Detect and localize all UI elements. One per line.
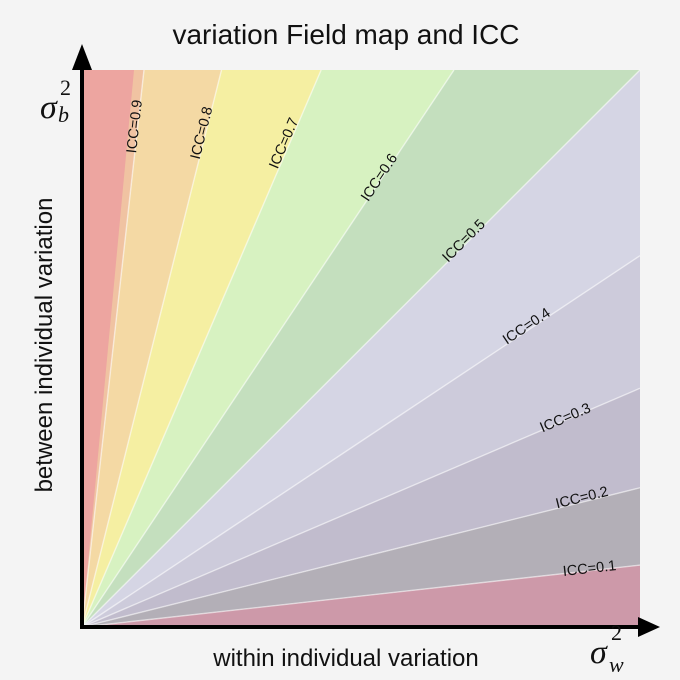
y-axis-label: between individual variation [31,198,58,493]
x-symbol-sub: w [609,652,624,677]
y-axis-symbol: σ 2 b [40,75,71,127]
x-axis-symbol: σ 2 w [590,620,624,677]
icc-region-top [82,70,134,627]
icc-boundary-0.4 [81,255,641,628]
icc-boundary-0.7 [81,69,322,628]
icc-boundary-0.8 [81,69,223,628]
axes [72,44,660,637]
y-symbol-sigma: σ [40,89,58,126]
icc-boundary-0.9 [81,69,145,628]
icc-boundary-lines [81,69,641,628]
icc-boundary-0.6 [81,69,455,628]
x-axis-arrow [638,617,660,637]
icc-boundary-0.3 [81,387,641,628]
x-symbol-sigma: σ [590,634,608,671]
icc-label-0.1: ICC=0.1 [562,558,617,580]
x-symbol-sup: 2 [611,620,622,645]
chart-title: variation Field map and ICC [172,19,519,50]
y-axis-arrow [72,44,92,70]
y-symbol-sup: 2 [60,75,71,100]
y-symbol-sub: b [58,102,69,127]
icc-boundary-0.2 [81,487,641,628]
icc-boundary-0.1 [81,564,641,628]
icc-boundary-0.5 [81,69,641,628]
x-axis-label: within individual variation [212,645,478,672]
icc-label-0.9: ICC=0.9 [124,99,146,154]
